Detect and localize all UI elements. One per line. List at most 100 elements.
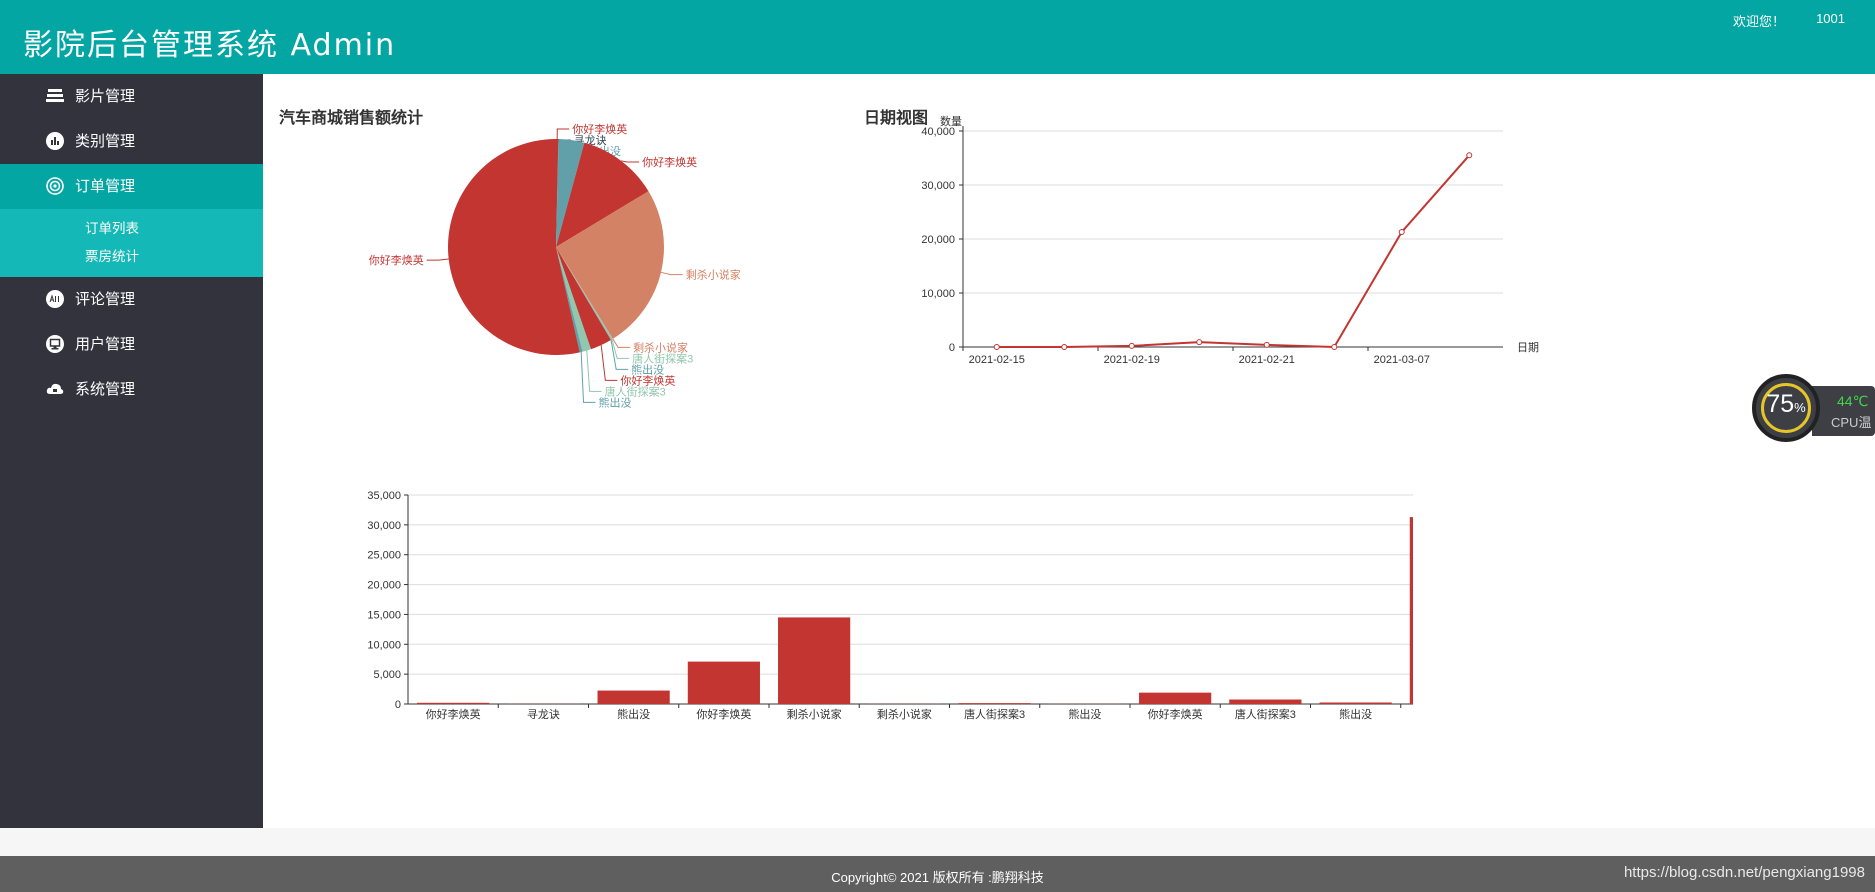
- sidebar-item-categories[interactable]: 类别管理: [0, 119, 263, 164]
- y-tick-label: 5,000: [373, 669, 401, 681]
- x-tick-label: 熊出没: [617, 707, 650, 721]
- sidebar-item-label: 订单管理: [75, 178, 136, 195]
- line-point: [1263, 341, 1270, 348]
- line-point: [1398, 228, 1405, 235]
- x-tick-label: 寻龙诀: [527, 708, 560, 721]
- app-title: 影院后台管理系统 Admin: [23, 28, 397, 63]
- bar: [1319, 702, 1392, 704]
- y-tick-label: 10,000: [367, 639, 401, 651]
- y-tick-label: 40,000: [921, 126, 955, 138]
- pie-slice: [556, 247, 583, 353]
- pie-slice: [556, 191, 664, 339]
- pie-slice: [556, 142, 649, 247]
- cpu-temp-panel: [1812, 386, 1875, 436]
- sidebar-item-users[interactable]: 用户管理: [0, 322, 263, 367]
- cpu-usage-gauge: [1752, 374, 1820, 442]
- bar: [417, 702, 490, 704]
- x-tick-label: 剩杀小说家: [877, 707, 932, 721]
- pie-label-line: [610, 339, 629, 370]
- sidebar-item-system[interactable]: 系统管理: [0, 367, 263, 412]
- pie-label-line: [571, 140, 585, 152]
- pie-slice: [556, 247, 612, 340]
- pie-slice: [556, 247, 591, 352]
- sidebar-item-label: 评论管理: [75, 291, 136, 308]
- line-series: [996, 154, 1471, 349]
- pie-slice-label: 唐人街探案3: [632, 351, 693, 365]
- pie-chart-title: 汽车商城销售额统计: [279, 110, 424, 127]
- gauge-ring: [1761, 383, 1811, 433]
- x-tick-label: 剩杀小说家: [787, 707, 842, 721]
- app-icon: [46, 290, 64, 308]
- pie-slice-label: 你好李焕英: [620, 373, 675, 387]
- pie-slice: [556, 247, 613, 339]
- pie-slice: [556, 247, 613, 340]
- main-content: 汽车商城销售额统计 日期视图 你好李焕英寻龙诀熊出没你好李焕英剩杀小说家剩杀小说…: [263, 74, 1875, 828]
- pie-slice: [556, 139, 559, 247]
- bar: [1139, 692, 1212, 704]
- sidebar-item-label: 用户管理: [75, 336, 136, 353]
- sidebar-item-comments[interactable]: 评论管理: [0, 277, 263, 322]
- y-tick-label: 0: [949, 342, 955, 354]
- cpu-temp-value: 44℃: [1837, 393, 1869, 409]
- pie-slice: [556, 247, 611, 350]
- sidebar-item-label: 系统管理: [75, 381, 136, 398]
- cpu-percent: 75: [1766, 390, 1795, 418]
- username-link[interactable]: 1001: [1816, 11, 1845, 26]
- x-tick-label: 2021-02-15: [969, 354, 1025, 366]
- y-tick-label: 35,000: [367, 490, 401, 502]
- cpu-monitor-widget: 75% 44℃ CPU温: [1752, 374, 1875, 450]
- y-tick-label: 15,000: [367, 609, 401, 621]
- pie-label-line: [600, 345, 618, 381]
- y-axis-label: 数量: [940, 115, 962, 128]
- bar: [1409, 517, 1413, 704]
- y-tick-label: 25,000: [367, 550, 401, 562]
- x-tick-label: 唐人街探案3: [964, 707, 1025, 721]
- pie-label-line: [660, 271, 683, 276]
- copyright-text: Copyright© 2021 版权所有 :鹏翔科技: [831, 870, 1044, 885]
- sidebar-item-label: 影片管理: [75, 88, 136, 105]
- pie-label-line: [426, 258, 449, 261]
- pie-slice-label: 剩杀小说家: [686, 268, 741, 282]
- bar: [1229, 699, 1302, 704]
- y-tick-label: 20,000: [921, 234, 955, 246]
- x-tick-label: 2021-02-21: [1239, 354, 1295, 366]
- pie-slice-label: 剩杀小说家: [633, 340, 688, 354]
- pie-slice: [448, 139, 580, 355]
- pie-slice: [556, 139, 585, 247]
- monitor-icon: [46, 335, 64, 353]
- x-tick-label: 唐人街探案3: [1235, 707, 1296, 721]
- pie-slice-label: 你好李焕英: [642, 155, 697, 169]
- pie-label-line: [556, 128, 570, 140]
- y-tick-label: 0: [395, 699, 401, 711]
- x-tick-label: 2021-02-19: [1104, 354, 1160, 366]
- pie-slice-label: 熊出没: [599, 395, 632, 409]
- sidebar-item-orders[interactable]: 订单管理: [0, 164, 263, 209]
- top-header: 影院后台管理系统 Admin 欢迎您！ 1001: [0, 0, 1875, 74]
- cpu-percent-unit: %: [1794, 400, 1806, 415]
- pie-chart: 你好李焕英寻龙诀熊出没你好李焕英剩杀小说家剩杀小说家唐人街探案3熊出没你好李焕英…: [369, 122, 741, 409]
- welcome-text: 欢迎您！: [1732, 14, 1785, 29]
- y-tick-label: 30,000: [367, 520, 401, 532]
- film-stack-icon: [46, 89, 64, 102]
- sidebar: 影片管理 类别管理 订单管理 订单列表 票房统计 评论管理 用户管理 系统管理: [0, 74, 263, 828]
- line-point: [1061, 344, 1068, 350]
- line-point: [1196, 339, 1203, 346]
- sidebar-item-films[interactable]: 影片管理: [0, 74, 263, 119]
- pie-label-line: [586, 350, 602, 392]
- pie-label-line: [580, 351, 596, 403]
- pie-label-line: [620, 160, 640, 163]
- pie-label-line: [612, 338, 631, 348]
- bar: [958, 703, 1031, 704]
- submenu-item-order-list[interactable]: 订单列表: [85, 221, 139, 236]
- pie-slice-label: 你好李焕英: [369, 253, 424, 267]
- x-tick-label: 熊出没: [1068, 707, 1101, 721]
- target-icon: [46, 177, 64, 195]
- footer: Copyright© 2021 版权所有 :鹏翔科技 https://blog.…: [0, 856, 1875, 892]
- y-tick-label: 30,000: [921, 180, 955, 192]
- orders-submenu: 订单列表 票房统计: [0, 209, 263, 277]
- cloud-icon: [46, 383, 64, 394]
- x-tick-label: 你好李焕英: [1148, 707, 1203, 721]
- y-tick-label: 20,000: [367, 580, 401, 592]
- submenu-item-box-office[interactable]: 票房统计: [85, 249, 139, 264]
- line-point: [1466, 152, 1473, 159]
